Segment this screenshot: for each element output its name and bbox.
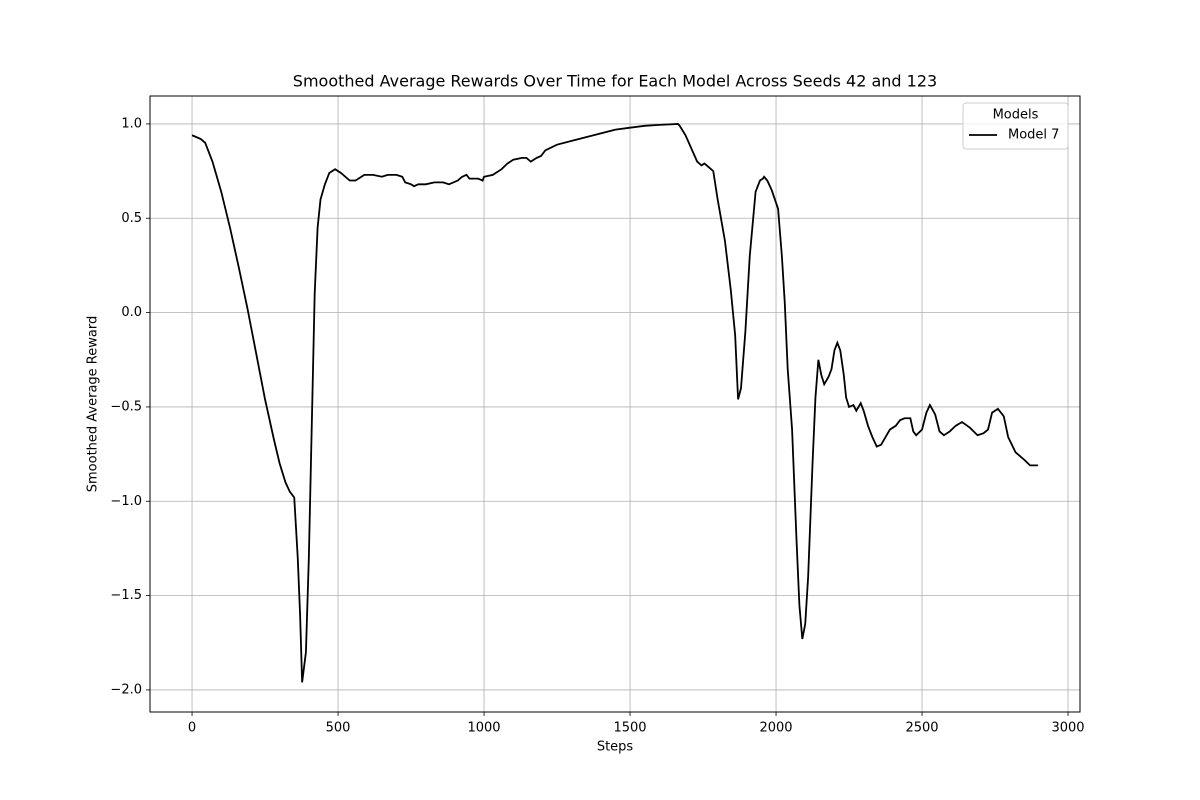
x-tick-label: 2500: [905, 721, 938, 736]
y-axis-label: Smoothed Average Reward: [86, 316, 101, 492]
x-tick-label: 2000: [759, 721, 792, 736]
x-tick-label: 500: [326, 721, 351, 736]
legend-title: Models: [993, 108, 1039, 123]
y-tick-label: 0.0: [121, 305, 142, 320]
plot-frame: [149, 95, 1081, 713]
data-line: [191, 122, 1038, 683]
y-tick-label: −1.0: [110, 494, 142, 509]
x-tick-label: 3000: [1051, 721, 1084, 736]
x-tick-label: 1000: [467, 721, 500, 736]
y-tick-label: −0.5: [110, 399, 142, 414]
legend-box: [962, 102, 1069, 150]
legend-label: Model 7: [1008, 128, 1059, 143]
chart-title: Smoothed Average Rewards Over Time for E…: [293, 72, 937, 91]
y-tick-label: −1.5: [110, 588, 142, 603]
y-tick-label: 1.0: [121, 116, 142, 131]
x-tick-label: 0: [188, 721, 196, 736]
y-tick-label: −2.0: [110, 682, 142, 697]
x-tick-label: 1500: [613, 721, 646, 736]
y-tick-label: 0.5: [121, 211, 142, 226]
x-axis-label: Steps: [597, 740, 634, 755]
